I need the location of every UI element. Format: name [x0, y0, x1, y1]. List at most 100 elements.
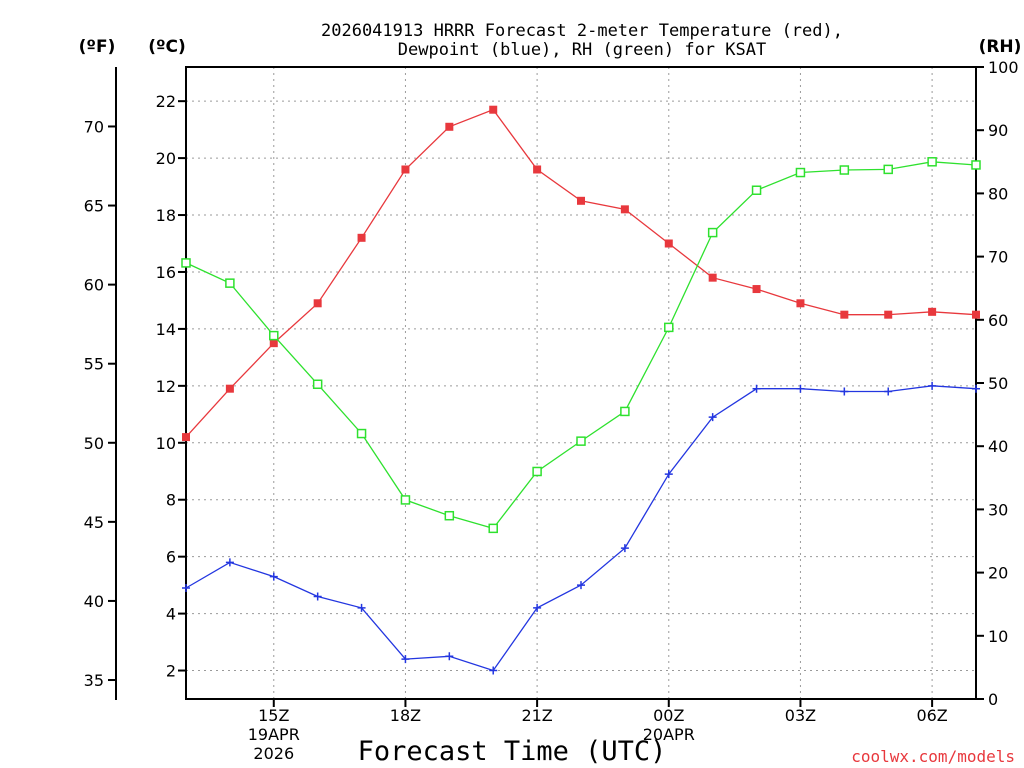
temperature-point — [796, 299, 805, 308]
dewpoint-point — [225, 558, 234, 567]
rh-point — [839, 165, 850, 175]
celsius-tick-label: 8 — [166, 491, 176, 510]
dewpoint-line — [185, 385, 977, 672]
rh-tick-label: 80 — [988, 184, 1008, 203]
celsius-tick-label: 20 — [156, 149, 176, 168]
rh-point — [971, 160, 981, 170]
celsius-tick-label: 16 — [156, 263, 176, 282]
rh-point — [312, 379, 323, 390]
rh-tick-label: 20 — [988, 564, 1008, 583]
rh-tick-label: 40 — [988, 437, 1008, 456]
rh-point — [225, 278, 235, 288]
dewpoint-point — [357, 603, 366, 612]
rh-point — [576, 436, 586, 446]
rh-point — [444, 510, 455, 521]
temperature-point — [708, 273, 717, 282]
dewpoint-point — [884, 387, 893, 396]
rh-point — [356, 428, 367, 439]
rh-point — [181, 258, 191, 268]
x-tick-year-label: 2026 — [253, 744, 294, 763]
fahrenheit-tick-label: 45 — [84, 513, 104, 532]
celsius-tick-label: 14 — [156, 320, 176, 339]
temperature-point — [313, 299, 322, 308]
dewpoint-point — [401, 655, 410, 664]
x-tick-label: 06Z — [916, 706, 947, 725]
temperature-point — [928, 307, 937, 316]
axes — [108, 66, 984, 707]
dewpoint-point — [445, 652, 454, 661]
data-series — [181, 105, 981, 675]
x-tick-label: 00Z — [653, 706, 684, 725]
temperature-point — [972, 310, 980, 319]
rh-point — [488, 523, 498, 534]
rh-unit-label: (RH) — [979, 37, 1022, 57]
rh-tick-label: 90 — [988, 121, 1008, 140]
temperature-point — [445, 122, 454, 131]
x-axis-title: Forecast Time (UTC) — [358, 736, 667, 767]
dewpoint-point — [533, 603, 542, 612]
rh-point — [400, 495, 411, 505]
rh-point — [664, 322, 674, 333]
rh-point — [927, 157, 937, 167]
fahrenheit-tick-label: 55 — [84, 355, 104, 374]
temperature-point — [401, 165, 410, 174]
fahrenheit-tick-label: 70 — [84, 117, 104, 136]
rh-point — [751, 185, 762, 195]
temperature-point — [269, 339, 278, 348]
dewpoint-point — [840, 387, 849, 396]
fahrenheit-tick-label: 35 — [84, 671, 104, 690]
dewpoint-point — [577, 581, 585, 590]
dewpoint-point — [269, 572, 278, 581]
chart-title-line2: Dewpoint (blue), RH (green) for KSAT — [398, 40, 766, 60]
dewpoint-point — [664, 470, 673, 479]
temperature-point — [357, 233, 366, 242]
temperature-point — [664, 239, 673, 248]
celsius-tick-label: 22 — [156, 92, 176, 111]
x-tick-date-label: 19APR — [248, 725, 300, 744]
rh-point — [707, 227, 718, 238]
temperature-point — [752, 285, 761, 294]
rh-tick-label: 50 — [988, 374, 1008, 393]
celsius-tick-label: 18 — [156, 206, 176, 225]
fahrenheit-tick-label: 50 — [84, 434, 104, 453]
temperature-point — [225, 384, 234, 393]
temperature-point — [620, 205, 629, 214]
celsius-tick-label: 4 — [166, 605, 176, 624]
tick-labels: 2 4 6 8 10 12 14 16 18 20 22 35 40 45 50 55 60 65 70 0 10 20 3… — [84, 58, 1019, 763]
plot-frame — [185, 66, 977, 700]
dewpoint-point — [972, 384, 980, 393]
rh-point — [269, 330, 279, 341]
rh-tick-label: 10 — [988, 627, 1008, 646]
temperature-point — [489, 105, 498, 114]
dewpoint-point — [708, 413, 717, 422]
rh-point — [620, 406, 630, 417]
temperature-point — [840, 310, 849, 319]
chart-title-line1: 2026041913 HRRR Forecast 2-meter Tempera… — [321, 21, 843, 41]
dewpoint-point — [796, 384, 805, 393]
celsius-tick-label: 12 — [156, 377, 176, 396]
fahrenheit-tick-label: 65 — [84, 197, 104, 216]
dewpoint-point — [620, 544, 629, 553]
rh-tick-label: 0 — [988, 690, 998, 709]
gridlines — [186, 67, 976, 699]
rh-tick-label: 70 — [988, 248, 1008, 267]
fahrenheit-tick-label: 40 — [84, 592, 104, 611]
fahrenheit-unit-label: (ºF) — [79, 37, 116, 57]
rh-tick-label: 60 — [988, 311, 1008, 330]
rh-line — [185, 161, 977, 530]
rh-tick-label: 100 — [988, 58, 1019, 77]
celsius-unit-label: (ºC) — [148, 37, 186, 57]
temperature-point — [533, 165, 542, 174]
dewpoint-point — [752, 384, 761, 393]
celsius-tick-label: 10 — [156, 434, 176, 453]
x-tick-label: 03Z — [785, 706, 816, 725]
x-tick-label: 18Z — [390, 706, 421, 725]
x-tick-label: 21Z — [521, 706, 552, 725]
temperature-point — [884, 310, 893, 319]
rh-point — [795, 167, 806, 178]
dewpoint-point — [313, 592, 322, 601]
dewpoint-point — [489, 666, 498, 675]
rh-point — [883, 164, 893, 175]
dewpoint-point — [182, 583, 190, 592]
